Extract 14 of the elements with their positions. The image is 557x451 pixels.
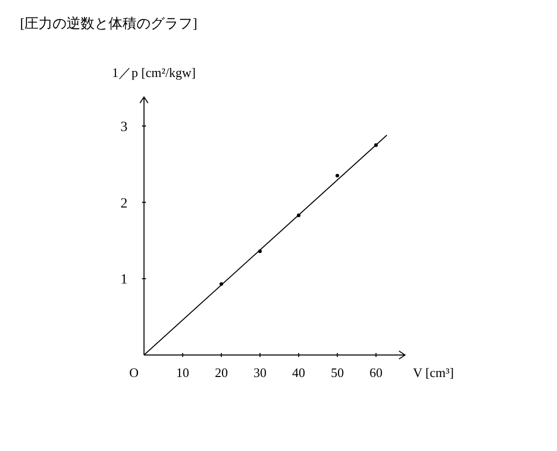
- x-tick-label: 40: [292, 365, 306, 380]
- x-tick-label: 20: [214, 365, 228, 380]
- y-tick-label: 1: [120, 272, 128, 288]
- y-axis-title: 1／p [cm²/kgw]: [112, 65, 196, 80]
- x-tick-label: 60: [370, 365, 382, 380]
- x-tick-label: 30: [254, 365, 266, 380]
- x-tick-label: 50: [330, 365, 344, 380]
- point: [336, 174, 340, 178]
- y-tick-label: 3: [120, 120, 128, 136]
- y-tick-label: 2: [120, 196, 128, 212]
- annotation: O: [129, 365, 139, 380]
- x-tick-label: 10: [176, 365, 190, 380]
- title: [圧力の逆数と体積のグラフ]: [20, 17, 198, 32]
- x-axis-title: V [cm³]: [413, 365, 454, 380]
